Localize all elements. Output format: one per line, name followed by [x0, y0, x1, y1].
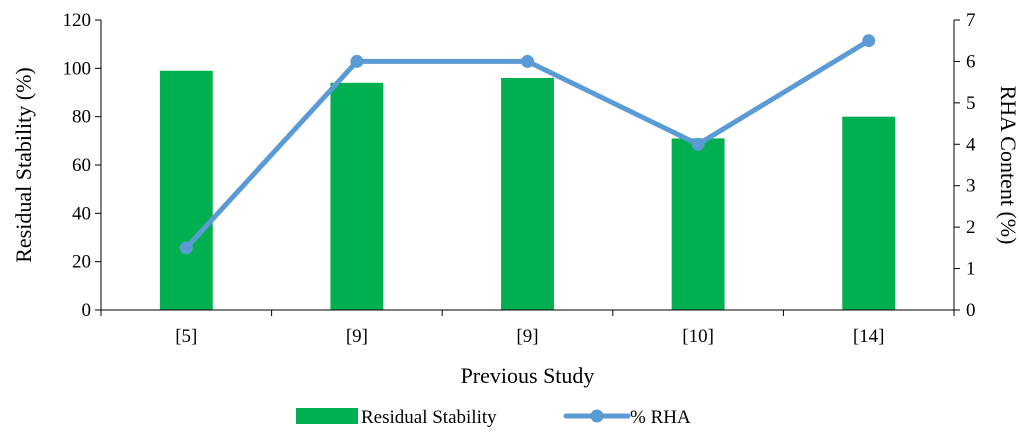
y-tick-label-right: 2	[966, 217, 976, 238]
y-tick-label-left: 120	[63, 10, 92, 31]
legend-label-rha: % RHA	[630, 407, 691, 428]
x-tick-label: [9]	[346, 326, 368, 347]
bar-residual-stability	[671, 138, 725, 310]
y-axis-title-left: Residual Stability (%)	[11, 67, 36, 263]
bar-residual-stability	[330, 82, 384, 310]
axes: 0 20 40 60 80 100 120 0 1 2 3 4 5 6 7 [5] [9] [9] [10] [14]…	[11, 10, 1019, 388]
y-tick-label-left: 60	[72, 155, 91, 176]
bar-residual-stability	[159, 70, 213, 310]
bar-residual-stability	[501, 78, 554, 310]
point-rha	[350, 54, 364, 68]
y-tick-label-right: 4	[966, 134, 976, 155]
y-tick-label-right: 5	[966, 93, 976, 114]
y-tick-label-left: 20	[72, 252, 91, 273]
y-tick-label-right: 6	[966, 51, 976, 72]
y-tick-label-right: 0	[966, 300, 976, 321]
bar-residual-stability	[842, 116, 896, 311]
point-rha	[179, 241, 193, 255]
y-tick-label-left: 0	[82, 300, 92, 321]
point-rha	[691, 137, 705, 151]
x-tick-label: [10]	[682, 326, 714, 347]
legend-label-residual-stability: Residual Stability	[361, 407, 497, 428]
x-tick-label: [5]	[175, 326, 197, 347]
y-tick-label-left: 40	[72, 203, 91, 224]
y-tick-label-left: 80	[72, 107, 91, 128]
x-axis-title: Previous Study	[461, 363, 595, 388]
y-axis-title-right: RHA Content (%)	[996, 86, 1019, 245]
x-tick-label: [9]	[516, 326, 538, 347]
legend-swatch-residual-stability	[296, 408, 358, 424]
y-tick-label-right: 7	[966, 10, 976, 31]
x-tick-label: [14]	[853, 326, 885, 347]
point-rha	[521, 54, 534, 68]
y-tick-label-left: 100	[63, 58, 92, 79]
legend-swatch-rha-marker	[590, 409, 604, 423]
point-rha	[862, 34, 876, 48]
y-tick-label-right: 1	[966, 259, 976, 280]
y-tick-label-right: 3	[966, 176, 976, 197]
legend: Residual Stability % RHA	[296, 407, 691, 428]
plot-area	[159, 34, 896, 311]
